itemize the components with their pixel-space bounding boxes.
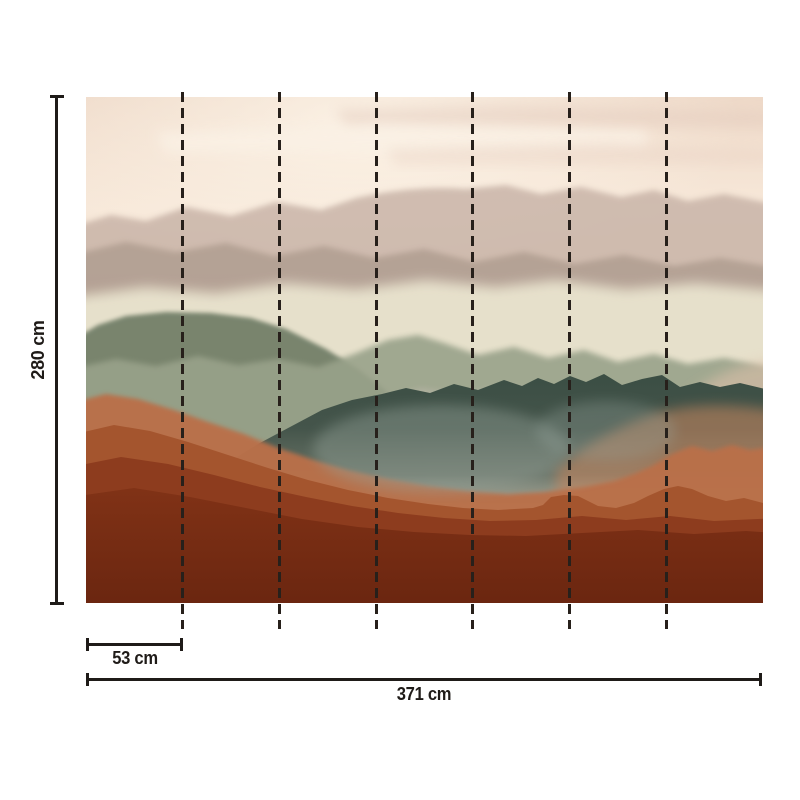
panel-width-right-tick bbox=[180, 638, 183, 651]
total-width-dimension-label: 371 cm bbox=[396, 684, 452, 704]
panel-width-left-tick bbox=[86, 638, 89, 651]
panel-width-dimension-label: 53 cm bbox=[112, 648, 158, 668]
panel-seam-line-3 bbox=[375, 92, 378, 629]
total-width-left-tick bbox=[86, 673, 89, 686]
panel-seam-line-4 bbox=[471, 92, 474, 629]
total-width-dimension-line bbox=[86, 678, 762, 681]
total-width-right-tick bbox=[759, 673, 762, 686]
wallpaper-mural-image bbox=[86, 97, 763, 603]
height-dimension-line bbox=[55, 96, 58, 605]
panel-seam-line-2 bbox=[278, 92, 281, 629]
panel-seam-line-5 bbox=[568, 92, 571, 629]
mountain-landscape-art bbox=[86, 97, 763, 603]
panel-seam-line-1 bbox=[181, 92, 184, 629]
height-dimension-bottom-tick bbox=[50, 602, 64, 605]
panel-seam-line-6 bbox=[665, 92, 668, 629]
panel-width-dimension-line bbox=[86, 643, 183, 646]
height-dimension-label: 280 cm bbox=[28, 320, 48, 380]
height-dimension-top-tick bbox=[50, 95, 64, 98]
